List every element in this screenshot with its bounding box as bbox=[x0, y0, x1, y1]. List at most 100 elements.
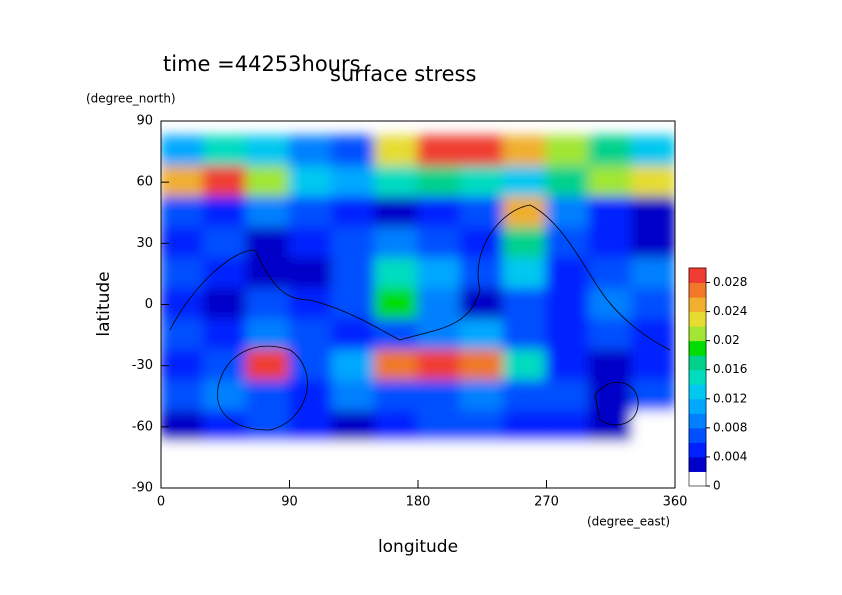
cell bbox=[588, 165, 634, 199]
cell bbox=[374, 135, 419, 168]
cell bbox=[502, 349, 548, 382]
colorbar-box bbox=[688, 354, 707, 371]
cell bbox=[374, 196, 419, 230]
cell bbox=[331, 441, 377, 474]
cell bbox=[545, 135, 591, 168]
cell bbox=[245, 379, 291, 413]
colorbar-label: 0.02 bbox=[713, 333, 740, 347]
colorbar-label: 0.008 bbox=[713, 420, 747, 434]
cell bbox=[588, 349, 634, 382]
cell bbox=[459, 349, 505, 382]
y-tick-label: 60 bbox=[136, 175, 153, 190]
cell bbox=[202, 257, 248, 291]
y-tick-label: -90 bbox=[132, 481, 153, 496]
cell bbox=[545, 227, 591, 260]
cell bbox=[417, 288, 462, 321]
colorbar-box bbox=[688, 369, 707, 385]
cell bbox=[631, 135, 675, 168]
x-tick-label: 360 bbox=[663, 495, 688, 510]
cell bbox=[631, 165, 675, 199]
cell bbox=[288, 227, 334, 260]
y-label: latitude bbox=[94, 271, 114, 336]
cell bbox=[588, 410, 634, 444]
cell bbox=[202, 227, 248, 260]
cell bbox=[417, 410, 462, 444]
cell bbox=[202, 318, 248, 352]
cell bbox=[331, 318, 377, 352]
cell bbox=[202, 165, 248, 199]
cell bbox=[459, 227, 505, 260]
colorbar-box bbox=[688, 383, 707, 400]
cell bbox=[331, 349, 377, 382]
cell bbox=[202, 196, 248, 230]
colorbar-label: 0 bbox=[713, 479, 721, 493]
cell bbox=[502, 135, 548, 168]
cell bbox=[331, 165, 377, 199]
cell bbox=[417, 349, 462, 382]
cell bbox=[502, 257, 548, 291]
cell bbox=[331, 135, 377, 168]
cell bbox=[245, 227, 291, 260]
cell bbox=[245, 410, 291, 444]
cell bbox=[374, 349, 419, 382]
cell bbox=[245, 165, 291, 199]
cell bbox=[374, 410, 419, 444]
cell bbox=[288, 196, 334, 230]
cell bbox=[374, 227, 419, 260]
cell bbox=[202, 441, 248, 474]
cell bbox=[545, 196, 591, 230]
colorbar-box bbox=[688, 340, 707, 356]
colorbar-box bbox=[688, 325, 707, 342]
cell bbox=[331, 196, 377, 230]
cell bbox=[545, 410, 591, 444]
subtitle: time =44253hours bbox=[163, 52, 361, 76]
cell bbox=[502, 196, 548, 230]
cell bbox=[545, 349, 591, 382]
colorbar-box bbox=[688, 296, 707, 313]
x-tick-label: 270 bbox=[534, 495, 559, 510]
cell bbox=[545, 441, 591, 474]
cell bbox=[374, 441, 419, 474]
colorbar-box bbox=[688, 427, 707, 443]
cell bbox=[459, 135, 505, 168]
cell bbox=[588, 196, 634, 230]
cell bbox=[245, 288, 291, 321]
cell bbox=[374, 257, 419, 291]
cell bbox=[417, 257, 462, 291]
colorbar-box bbox=[688, 441, 707, 458]
cell bbox=[245, 135, 291, 168]
cell bbox=[545, 288, 591, 321]
colorbar-box bbox=[688, 267, 707, 284]
cell bbox=[459, 410, 505, 444]
colorbar-box bbox=[688, 282, 707, 298]
cell bbox=[417, 227, 462, 260]
cell bbox=[374, 288, 419, 321]
cell bbox=[374, 379, 419, 413]
cell bbox=[161, 318, 205, 352]
cell bbox=[245, 196, 291, 230]
colorbar-box bbox=[688, 412, 707, 429]
cell bbox=[202, 379, 248, 413]
colorbar-box bbox=[688, 398, 707, 414]
cell bbox=[288, 257, 334, 291]
cell bbox=[202, 135, 248, 168]
cell bbox=[502, 227, 548, 260]
cell bbox=[374, 318, 419, 352]
cell bbox=[631, 288, 675, 321]
colorbar-frame bbox=[688, 267, 707, 487]
cell bbox=[631, 227, 675, 260]
y-tick-label: -60 bbox=[132, 419, 153, 434]
y-tick-label: 90 bbox=[136, 114, 153, 129]
cell bbox=[459, 379, 505, 413]
cell bbox=[161, 441, 205, 474]
cell bbox=[202, 288, 248, 321]
cell bbox=[288, 318, 334, 352]
cell bbox=[502, 379, 548, 413]
cell bbox=[331, 410, 377, 444]
cell bbox=[331, 379, 377, 413]
cell bbox=[288, 410, 334, 444]
cell bbox=[502, 318, 548, 352]
colorbar-label: 0.028 bbox=[713, 275, 747, 289]
cell bbox=[459, 318, 505, 352]
